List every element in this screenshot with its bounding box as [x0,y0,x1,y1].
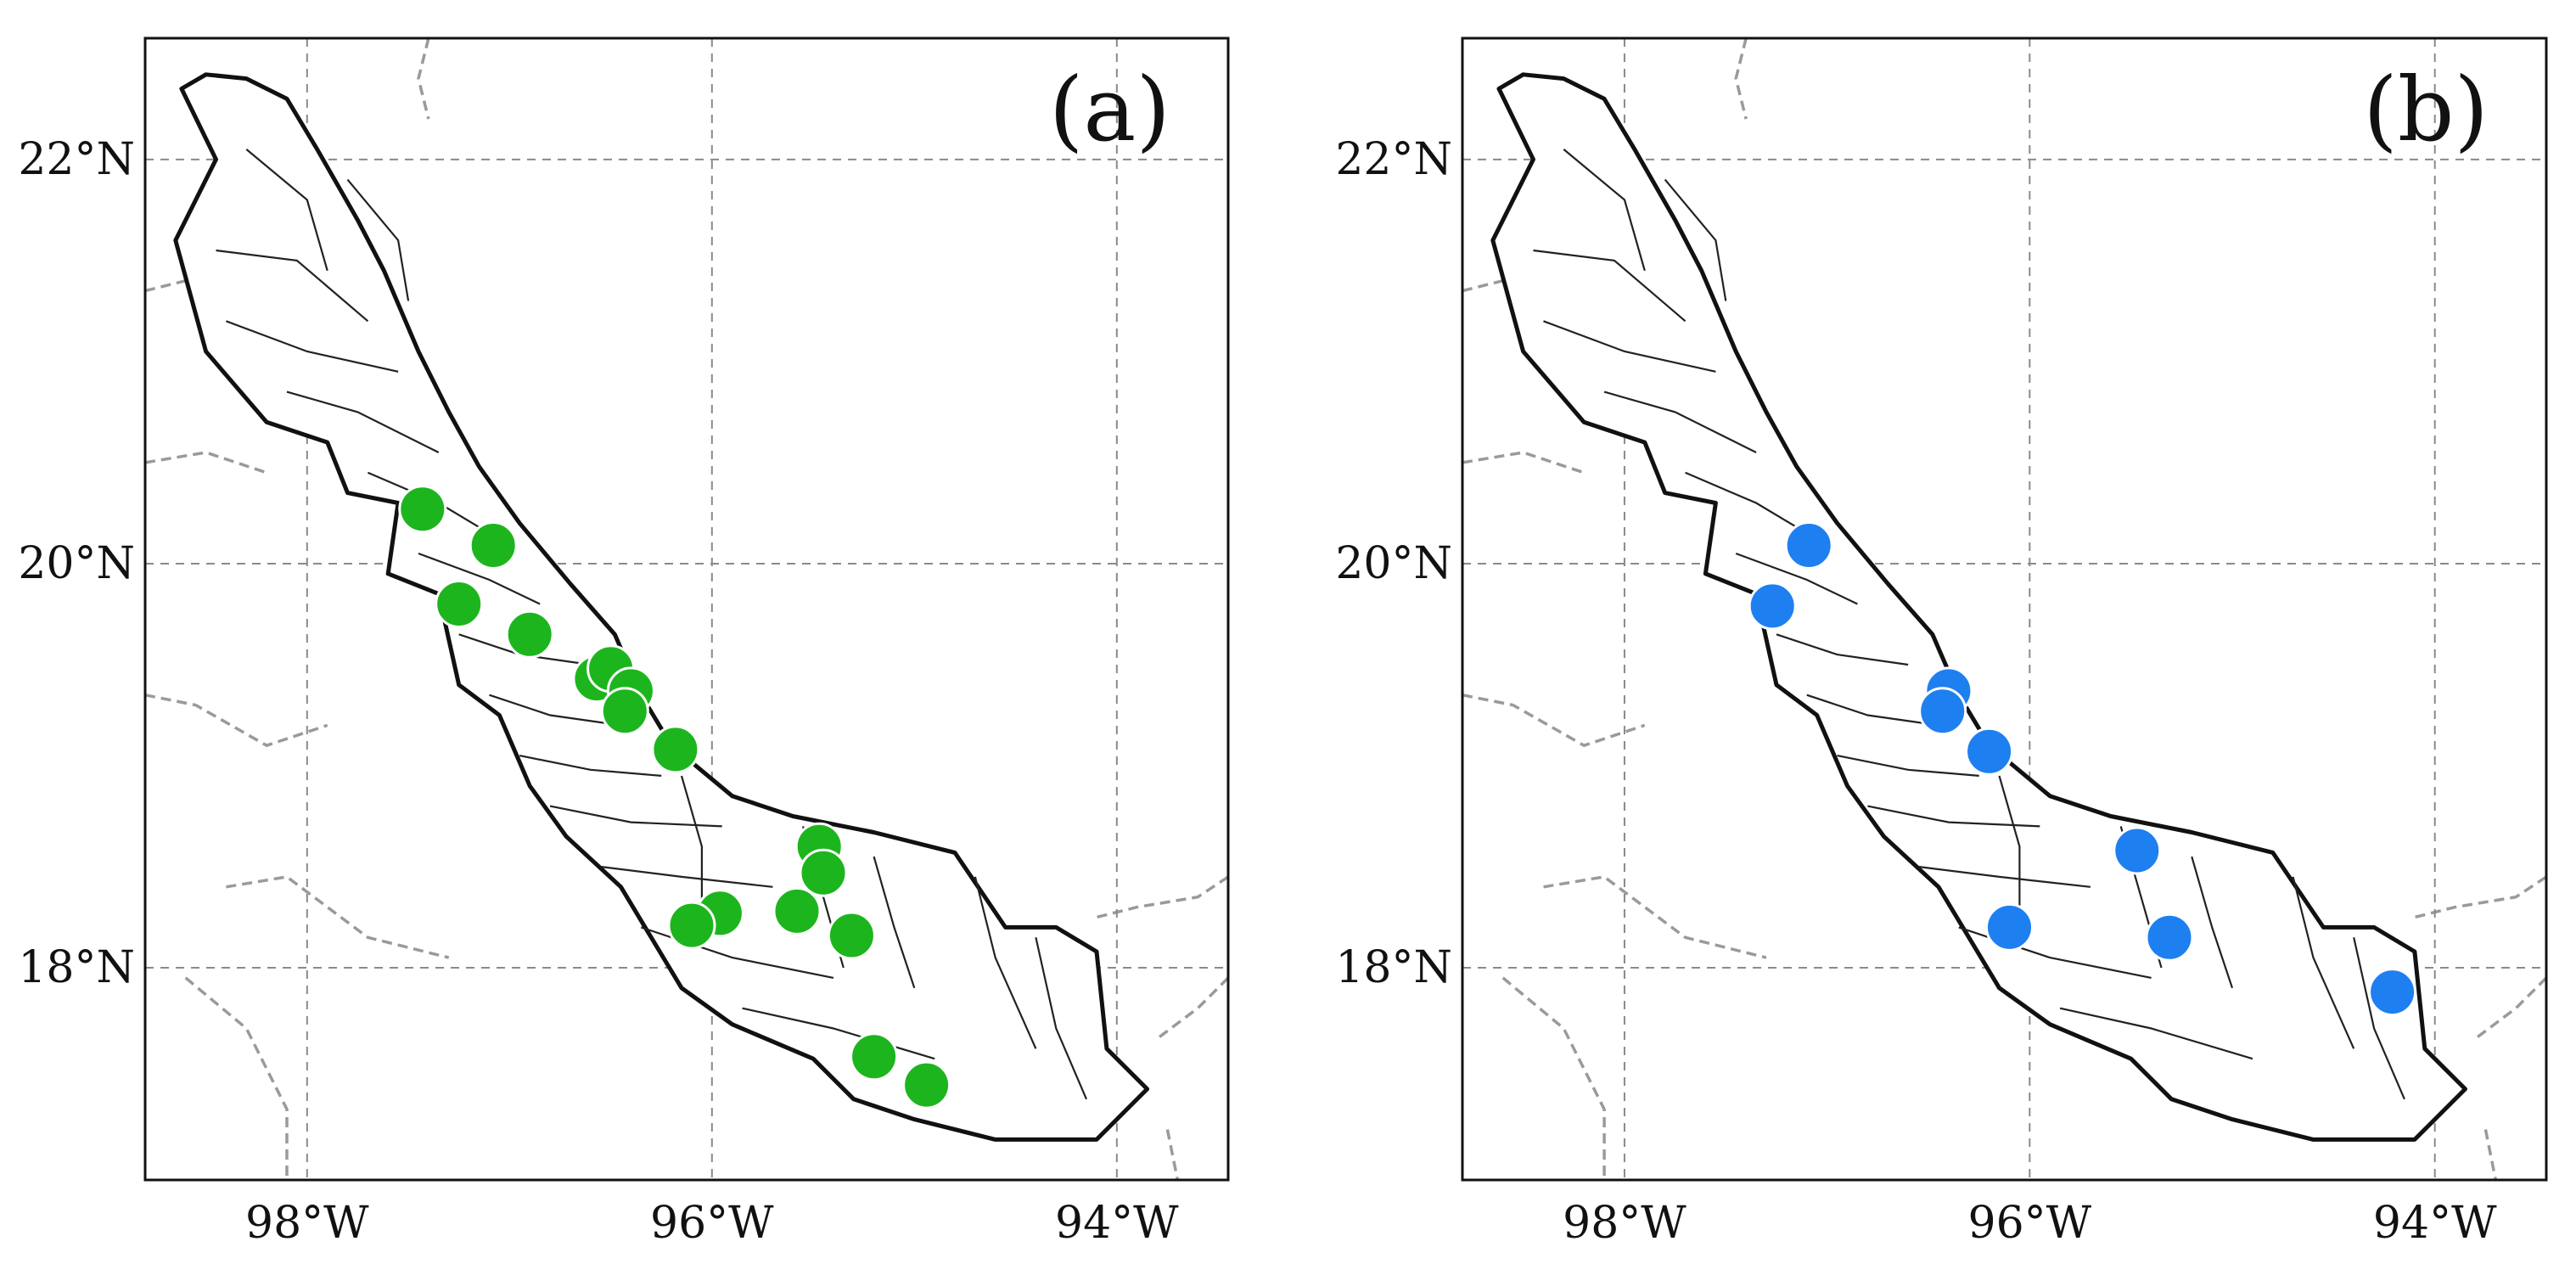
municipality-border [1563,149,1646,272]
lat-tick-label: 20°N [1335,538,1452,589]
municipality-border [1533,249,1686,323]
neighbor-border [1501,976,1606,1180]
lon-tick-label: 98°W [1563,1198,1686,1249]
municipality-border [1664,178,1727,301]
lon-tick-label: 94°W [1055,1198,1179,1249]
municipality-border [286,390,440,453]
municipality-border [1806,694,1939,727]
municipality-border [519,755,662,777]
station-marker [850,1032,899,1081]
neighbor-border [1156,976,1228,1040]
map-area [145,38,1228,1180]
municipality-border [1867,805,2040,828]
neighbor-border [1165,1129,1180,1180]
lat-tick-label: 18°N [18,942,135,993]
municipality-border [549,805,722,828]
map-panel-a: 22°N 20°N 18°N 98°W 96°W 94°W (a) [18,37,1230,1249]
map-frame [1461,37,2548,1182]
lon-tick-label: 96°W [1968,1198,2092,1249]
neighbor-border [226,875,450,959]
municipality-border [216,249,369,323]
neighbor-border [2474,976,2546,1040]
station-marker [600,687,649,736]
neighbor-border [1462,451,1585,475]
neighbor-border [1462,693,1646,748]
station-marker [902,1060,951,1110]
municipality-border [600,865,773,888]
station-marker [1918,687,1967,736]
map-panel-b: 22°N 20°N 18°N 98°W 96°W 94°W (b) [1335,37,2548,1249]
municipality-border [742,1007,935,1060]
station-marker [667,901,716,950]
municipality-border [2292,876,2355,1049]
station-marker [827,911,876,960]
station-marker [469,521,518,570]
municipality-border [418,552,541,605]
municipality-border [2191,856,2234,989]
lon-tick-label: 96°W [650,1198,774,1249]
lon-tick-label: 94°W [2373,1198,2497,1249]
panel-label: (a) [1049,58,1170,161]
municipality-border [1998,775,2021,918]
lon-tick-label: 98°W [245,1198,369,1249]
station-marker [1784,521,1833,570]
station-marker [1965,727,2014,776]
municipality-border [873,856,916,989]
station-marker [398,485,447,534]
neighbor-border [184,976,289,1180]
municipality-border [1543,320,1716,373]
municipality-border [1776,633,1909,666]
state-outline [1490,72,2467,1142]
lat-tick-label: 20°N [18,538,135,589]
panel-label: (b) [2363,58,2489,161]
station-marker [651,725,700,774]
lat-tick-label: 22°N [18,134,135,185]
municipality-border [1837,755,1979,777]
municipality-border [1685,471,1808,535]
station-marker [2145,913,2194,962]
lat-tick-label: 22°N [1335,134,1452,185]
map-area [1462,38,2546,1180]
municipality-border [346,178,410,301]
state-outline [173,72,1150,1142]
municipality-border [1603,390,1757,453]
neighbor-border [1734,38,1748,120]
lat-tick-label: 18°N [1335,942,1452,993]
station-marker [505,610,554,659]
neighbor-border [145,451,267,475]
station-marker [1748,581,1797,631]
municipality-border [2353,937,2405,1100]
neighbor-border [417,38,430,120]
municipality-border [226,320,399,373]
municipality-border [489,694,621,727]
municipality-border [245,149,328,272]
municipality-border [1917,865,2091,888]
station-marker [799,848,848,897]
municipality-border [1735,552,1858,605]
neighbor-border [2483,1129,2498,1180]
map-frame [143,37,1230,1182]
station-marker [772,886,822,935]
municipality-border [2059,1007,2253,1060]
municipality-border [680,775,703,918]
municipality-border [1035,937,1088,1100]
station-marker [435,580,484,628]
neighbor-border [145,693,328,748]
station-marker [1985,902,2034,952]
municipality-border [974,876,1037,1049]
station-marker [2368,968,2417,1017]
station-marker [2113,826,2162,875]
neighbor-border [1543,875,1767,959]
